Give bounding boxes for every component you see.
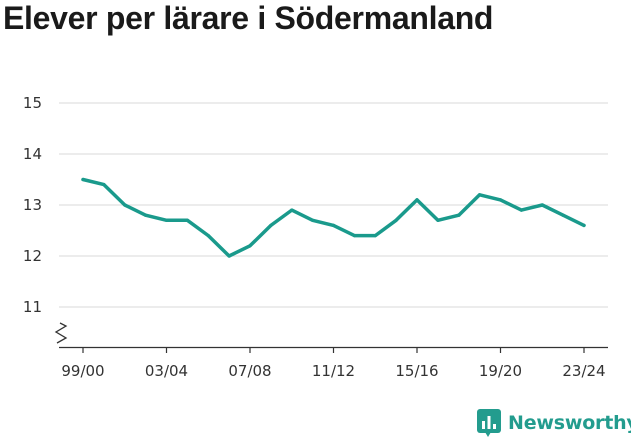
x-tick-label: 03/04 (145, 362, 188, 380)
data-point (81, 177, 85, 182)
series-layer (81, 177, 586, 258)
data-point (415, 198, 419, 202)
data-point (373, 234, 377, 238)
data-point (498, 198, 503, 202)
data-point (519, 208, 523, 212)
x-tick-label: 11/12 (312, 362, 355, 380)
data-point (269, 223, 273, 227)
gridlines (59, 102, 608, 308)
data-point (394, 218, 398, 222)
y-tick-label: 13 (23, 196, 42, 214)
x-tick-label: 19/20 (479, 362, 522, 380)
series-line (81, 177, 586, 258)
data-point (311, 218, 315, 222)
data-point (478, 193, 482, 197)
data-point (457, 213, 461, 217)
data-point (561, 213, 565, 217)
x-tick-label: 23/24 (562, 362, 605, 380)
data-point (102, 183, 106, 187)
data-point (352, 234, 356, 238)
y-tick-label: 11 (23, 298, 42, 316)
y-tick-label: 14 (23, 145, 42, 163)
x-axis (54, 322, 608, 349)
data-point (227, 254, 231, 258)
x-tick-label: 99/00 (61, 362, 104, 380)
data-point (540, 203, 544, 207)
y-axis-ticks: 11 12 13 14 15 (23, 94, 42, 316)
brand: Newsworthy (476, 408, 631, 438)
data-point (582, 223, 586, 227)
data-point (290, 208, 294, 212)
chart-title: Elever per lärare i Södermanland (3, 0, 494, 36)
y-tick-label: 15 (23, 94, 42, 112)
axis-break-icon (54, 322, 68, 344)
data-point (206, 234, 210, 238)
data-point (331, 223, 336, 227)
y-tick-label: 12 (23, 247, 42, 265)
x-tick-label: 07/08 (228, 362, 271, 380)
data-point (123, 203, 127, 207)
newsworthy-logo-icon (477, 409, 501, 437)
data-point (164, 218, 169, 222)
data-point (436, 218, 440, 222)
x-axis-ticks: 99/00 03/04 07/08 11/12 15/16 19/20 23/24 (61, 347, 606, 380)
data-point (144, 213, 148, 217)
data-point (185, 218, 189, 222)
data-point (248, 244, 252, 248)
x-tick-label: 15/16 (395, 362, 438, 380)
brand-name: Newsworthy (508, 412, 631, 434)
